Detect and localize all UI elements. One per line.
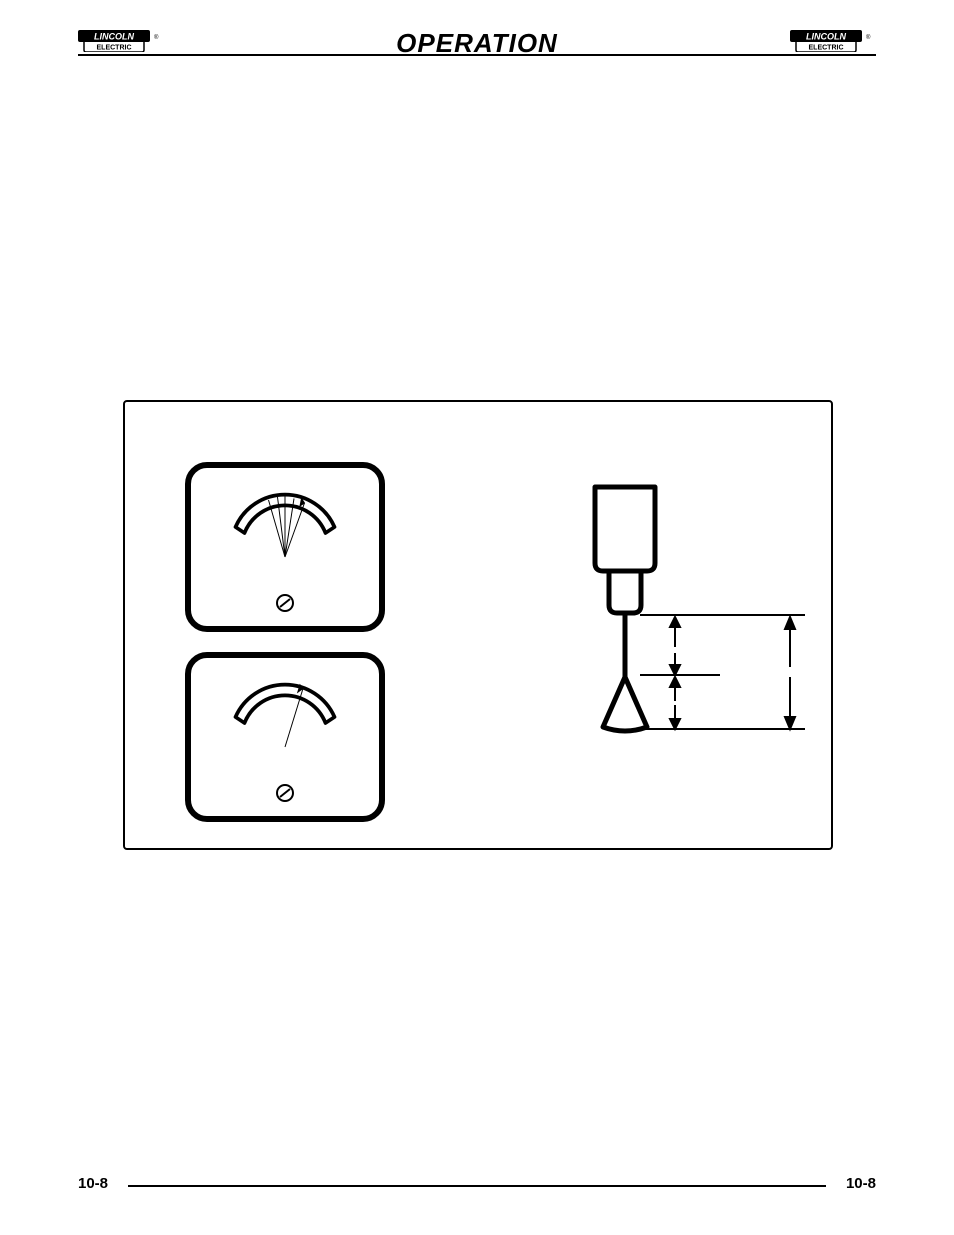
torch-diagram <box>545 477 805 777</box>
footer-rule <box>128 1185 826 1187</box>
logo-bottom-text: ELECTRIC <box>97 45 132 52</box>
page-header: LINCOLN ® ELECTRIC OPERATION LINCOLN ® E… <box>0 28 954 58</box>
page: LINCOLN ® ELECTRIC OPERATION LINCOLN ® E… <box>0 0 954 1235</box>
page-footer: 10-8 10-8 <box>78 1175 876 1195</box>
page-number-right: 10-8 <box>846 1175 876 1192</box>
dimension-arrows-arclength <box>670 677 680 729</box>
meter-screw-icon <box>276 594 294 612</box>
meter-arc-icon <box>201 482 369 572</box>
page-number-left: 10-8 <box>78 1175 108 1192</box>
logo-registered-icon: ® <box>154 34 159 41</box>
logo-top-text: LINCOLN <box>806 32 846 42</box>
dimension-arrows-stickout <box>670 617 680 675</box>
brand-logo-left: LINCOLN ® ELECTRIC <box>78 30 164 52</box>
meter-screw-icon <box>276 784 294 802</box>
logo-registered-icon: ® <box>866 34 871 41</box>
dimension-arrows-ctwd <box>785 617 795 729</box>
meter-voltage-fluctuating <box>185 462 385 632</box>
header-rule <box>78 54 876 56</box>
figure-box <box>123 400 833 850</box>
meter-arc-icon <box>201 672 369 762</box>
logo-bottom-text: ELECTRIC <box>809 45 844 52</box>
logo-top-text: LINCOLN <box>94 32 134 42</box>
brand-logo-right: LINCOLN ® ELECTRIC <box>790 30 876 52</box>
meter-current-steady <box>185 652 385 822</box>
